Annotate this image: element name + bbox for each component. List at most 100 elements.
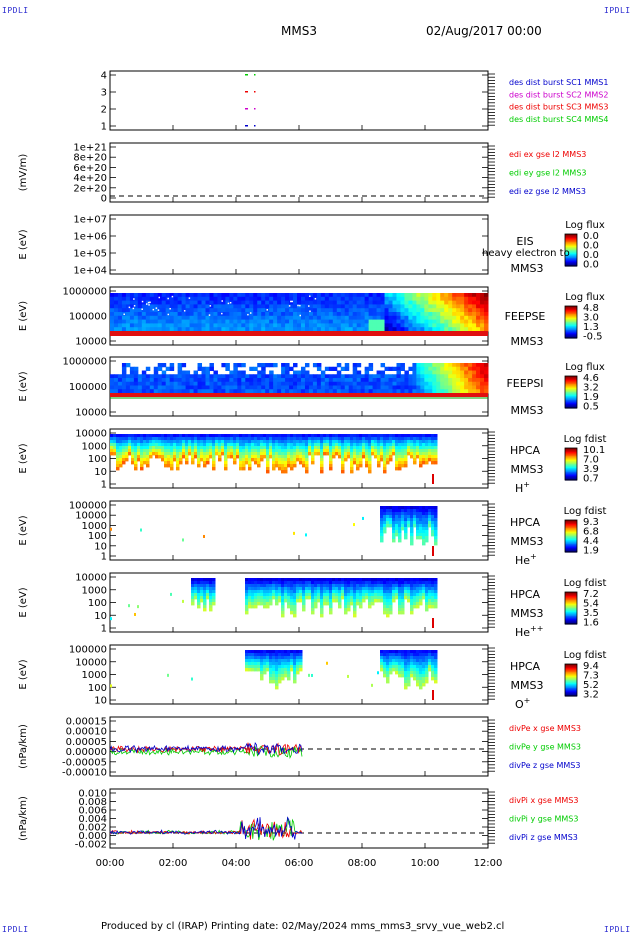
spectrogram-cell: [389, 506, 393, 510]
spectrogram-cell: [347, 584, 351, 588]
spectrogram-cell: [236, 437, 240, 441]
gap-pixel: [145, 303, 148, 305]
spectrogram-cell: [245, 584, 249, 588]
spectrogram-cell: [395, 587, 399, 591]
spectrogram-cell: [434, 506, 438, 510]
spectrogram-cell: [197, 449, 201, 453]
spectrogram-cell: [344, 443, 348, 447]
spectrogram-cell: [389, 590, 393, 594]
spectrogram-cell: [329, 584, 333, 588]
colorbar-cell: [565, 334, 577, 336]
spectrogram-cell: [419, 578, 423, 582]
spectrogram-cell: [364, 389, 370, 394]
footer-text: Produced by cl (IRAP) Printing date: 02/…: [101, 921, 505, 932]
spectrogram-cell: [131, 449, 135, 453]
spectrogram-cell: [404, 506, 408, 510]
spectrogram-cell: [158, 455, 162, 459]
spectrogram-cell: [119, 458, 123, 462]
spectrogram-cell: [173, 308, 179, 313]
spectrogram-cell: [263, 659, 267, 663]
spectrogram-cell: [253, 312, 258, 317]
spectrogram-cell: [356, 296, 362, 302]
spectrogram-cell: [341, 467, 345, 471]
spectrogram-cell: [277, 319, 282, 324]
spectrogram-cell: [165, 374, 171, 379]
spectrogram-cell: [395, 596, 399, 600]
spectrogram-cell: [416, 671, 420, 675]
spectrogram-cell: [362, 449, 366, 453]
spectrogram-cell: [420, 385, 425, 390]
spectrogram-cell: [356, 449, 360, 453]
spectrogram-cell: [388, 366, 394, 371]
spectrogram-cell: [444, 378, 449, 383]
spectrogram-cell: [407, 521, 411, 525]
spectrogram-cell: [404, 446, 408, 450]
spectrogram-cell: [273, 312, 278, 317]
spectrogram-cell: [472, 370, 477, 375]
spectrogram-cell: [436, 312, 441, 317]
spectrogram-cell: [412, 385, 417, 390]
spectrogram-cell: [299, 452, 303, 456]
spectrogram-cell: [110, 296, 115, 302]
spectrogram-cell: [293, 296, 298, 302]
spectrogram-cell: [398, 452, 402, 456]
spectrogram-cell: [434, 656, 438, 660]
spectrogram-cell: [389, 650, 393, 654]
spectrogram-cell: [392, 293, 397, 298]
spectrogram-cell: [275, 452, 279, 456]
spectrogram-cell: [350, 470, 354, 474]
spectrogram-cell: [177, 370, 183, 375]
spectrogram-cell: [392, 578, 396, 582]
spectrogram-cell: [165, 308, 171, 313]
spectrogram-cell: [261, 293, 266, 298]
spectrogram-cell: [181, 315, 187, 321]
spectrogram-cell: [239, 437, 243, 441]
spectrogram-cell: [272, 464, 276, 468]
spectrogram-cell: [424, 374, 429, 379]
spectrogram-cell: [273, 300, 278, 305]
corner-bl-label: IPDLI: [2, 925, 29, 934]
spectrogram-cell: [476, 370, 481, 375]
spectrogram-cell: [356, 584, 360, 588]
spectrogram-cell: [263, 446, 267, 450]
spectrogram-cell: [352, 312, 358, 317]
spectrogram-cell: [329, 440, 333, 444]
spectrogram-cell: [428, 659, 432, 663]
spectrogram-cell: [416, 581, 420, 585]
spectrogram-cell: [344, 434, 348, 438]
spectrogram-cell: [269, 319, 274, 324]
spacecraft-label: MMS3: [511, 463, 544, 476]
spectrogram-cell: [364, 315, 370, 321]
spectrogram-cell: [368, 599, 372, 603]
spectrogram-cell: [287, 653, 291, 657]
spectrogram-cell: [416, 446, 420, 450]
spectrogram-cell: [233, 449, 237, 453]
spectrogram-cell: [401, 674, 405, 678]
spectrogram-cell: [401, 611, 405, 615]
spectrogram-cell: [119, 446, 123, 450]
spectrogram-cell: [281, 659, 285, 663]
spectrogram-cell: [278, 659, 282, 663]
spectrogram-cell: [287, 677, 291, 681]
spectrogram-cell: [272, 677, 276, 681]
spectrogram-cell: [224, 440, 228, 444]
spectrogram-cell: [428, 512, 432, 516]
spectrogram-cell: [413, 521, 417, 525]
gap-pixel: [171, 295, 174, 298]
spectrogram-cell: [157, 378, 163, 383]
spectrogram-cell: [400, 363, 405, 368]
spectrogram-cell: [311, 596, 315, 600]
spectrogram-cell: [416, 683, 420, 687]
spectrogram-cell: [227, 440, 231, 444]
spectrogram-cell: [326, 434, 330, 438]
spectrogram-cell: [289, 296, 294, 302]
spectrogram-cell: [229, 293, 234, 298]
spectrogram-cell: [392, 512, 396, 516]
spectrogram-cell: [245, 296, 250, 302]
spectrogram-cell: [302, 446, 306, 450]
spectrogram-cell: [407, 578, 411, 582]
spectrogram-cell: [360, 381, 366, 386]
spectrogram-cell: [254, 668, 258, 672]
spectrogram-cell: [257, 461, 261, 465]
spectrogram-cell: [407, 593, 411, 597]
